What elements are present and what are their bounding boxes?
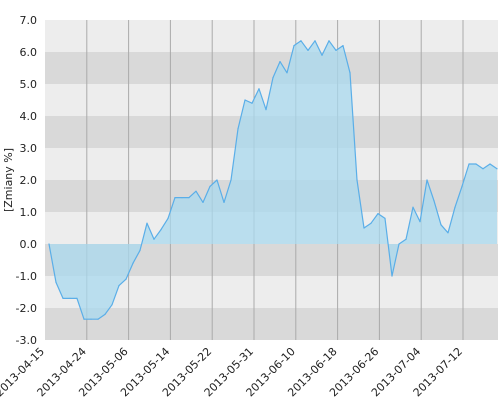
data-point: [111, 304, 113, 306]
y-tick-label: 4.0: [20, 110, 38, 123]
data-point: [125, 278, 127, 280]
data-point: [356, 179, 358, 181]
data-point: [377, 213, 379, 215]
data-point: [314, 40, 316, 42]
data-point: [181, 197, 183, 199]
data-point: [461, 185, 463, 187]
data-point: [286, 72, 288, 74]
data-point: [174, 197, 176, 199]
data-point: [419, 221, 421, 223]
data-point: [475, 163, 477, 165]
data-point: [195, 190, 197, 192]
y-axis-title: [Zmiany %]: [2, 148, 15, 212]
data-point: [447, 232, 449, 234]
y-tick-label: 1.0: [20, 206, 38, 219]
data-point: [83, 318, 85, 320]
data-point: [167, 217, 169, 219]
data-point: [48, 243, 50, 245]
data-point: [300, 40, 302, 42]
data-point: [468, 163, 470, 165]
data-point: [76, 297, 78, 299]
data-point: [139, 249, 141, 251]
data-point: [482, 168, 484, 170]
data-point: [69, 297, 71, 299]
data-point: [230, 179, 232, 181]
y-tick-label: 2.0: [20, 174, 38, 187]
data-point: [202, 201, 204, 203]
y-tick-label: -3.0: [16, 334, 37, 347]
plot-band: [45, 308, 498, 340]
data-point: [279, 61, 281, 63]
data-point: [97, 318, 99, 320]
plot-band: [45, 52, 498, 84]
data-point: [405, 238, 407, 240]
data-point: [433, 200, 435, 202]
data-point: [293, 45, 295, 47]
data-point: [321, 54, 323, 56]
data-point: [328, 40, 330, 42]
y-axis-ticks: -3.0 -2.0 -1.0 0.0 1.0 2.0 3.0 4.0 5.0 6.0 7.0: [16, 14, 37, 347]
x-axis-ticks: 2013-04-152013-04-242013-05-062013-05-14…: [0, 345, 465, 399]
data-point: [272, 77, 274, 79]
data-point: [237, 128, 239, 130]
data-point: [153, 238, 155, 240]
y-tick-label: -1.0: [16, 270, 37, 283]
data-point: [454, 206, 456, 208]
data-point: [223, 201, 225, 203]
y-tick-label: 5.0: [20, 78, 38, 91]
series-area: [49, 40, 497, 320]
data-point: [349, 72, 351, 74]
data-point: [132, 262, 134, 264]
data-point: [335, 49, 337, 52]
plot-band: [45, 20, 498, 52]
y-tick-label: 7.0: [20, 14, 38, 27]
data-point: [55, 281, 57, 283]
data-point: [307, 49, 309, 52]
data-point: [118, 285, 120, 287]
data-point: [412, 206, 414, 208]
data-point: [251, 102, 253, 104]
data-point: [440, 224, 442, 226]
data-point: [160, 229, 162, 231]
data-point: [391, 275, 393, 277]
y-tick-label: 3.0: [20, 142, 38, 155]
data-point: [265, 109, 267, 111]
data-point: [370, 222, 372, 224]
series-layer: [48, 40, 498, 320]
data-point: [398, 243, 400, 245]
data-point: [90, 318, 92, 320]
y-tick-label: 0.0: [20, 238, 38, 251]
data-point: [363, 227, 365, 229]
data-point: [209, 185, 211, 187]
data-point: [258, 88, 260, 90]
data-point: [342, 45, 344, 47]
data-point: [244, 99, 246, 101]
data-point: [216, 179, 218, 181]
y-tick-label: 6.0: [20, 46, 38, 59]
data-point: [104, 313, 106, 315]
data-point: [188, 197, 190, 199]
y-tick-label: -2.0: [16, 302, 37, 315]
data-point: [146, 222, 148, 224]
data-point: [496, 168, 498, 170]
data-point: [426, 179, 428, 181]
data-point: [62, 297, 64, 299]
data-point: [384, 217, 386, 219]
data-point: [489, 163, 491, 165]
